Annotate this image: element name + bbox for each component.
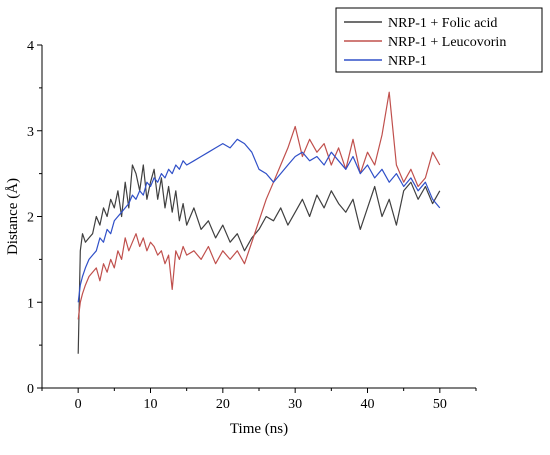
y-tick-label: 1 — [27, 296, 34, 311]
legend-label: NRP-1 + Leucovorin — [388, 35, 506, 50]
y-tick-label: 3 — [27, 125, 34, 140]
legend-box — [335, 7, 543, 73]
plot-area — [77, 91, 441, 354]
y-tick-label: 2 — [27, 211, 34, 226]
x-tick-label: 50 — [433, 397, 447, 412]
y-tick-label: 0 — [27, 382, 34, 397]
y-ticks: 0 1 2 3 4 — [27, 39, 42, 397]
x-ticks: 0 10 20 30 40 50 — [41, 388, 477, 412]
x-tick-label: 20 — [216, 397, 230, 412]
legend: NRP-1 + Folic acid NRP-1 + Leucovorin NRP-… — [335, 7, 543, 73]
legend-label: NRP-1 — [388, 54, 427, 69]
x-tick-label: 30 — [288, 397, 302, 412]
x-tick-label: 40 — [361, 397, 375, 412]
x-axis-title: Time (ns) — [230, 421, 288, 437]
y-axis-title: Distance (Å) — [5, 178, 21, 255]
series-line-3 — [77, 138, 441, 303]
legend-label: NRP-1 + Folic acid — [388, 16, 497, 31]
series-line-2 — [77, 91, 441, 320]
x-tick-label: 0 — [75, 397, 82, 412]
x-tick-label: 10 — [144, 397, 158, 412]
series-line-1 — [77, 164, 441, 354]
y-tick-label: 4 — [27, 39, 34, 54]
